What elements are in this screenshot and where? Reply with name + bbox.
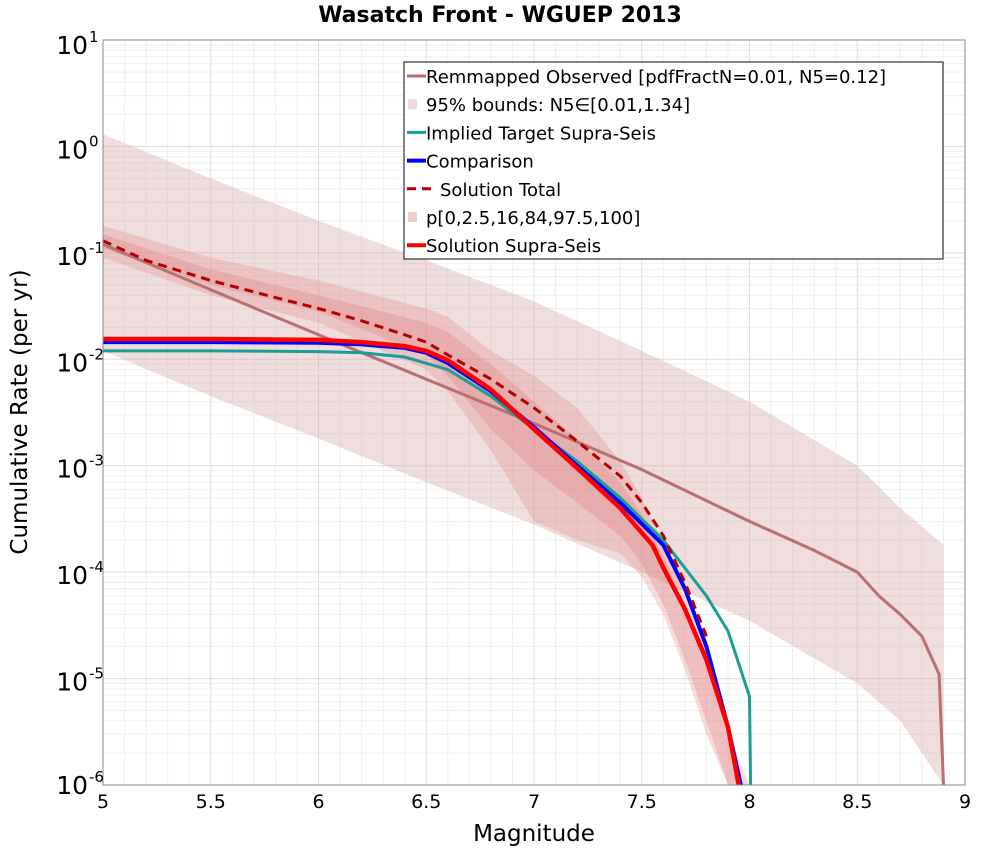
x-tick-label: 9 bbox=[959, 791, 971, 813]
legend-swatch bbox=[408, 212, 417, 222]
legend-item: Remmapped Observed [pdfFractN=0.01, N5=0… bbox=[407, 67, 886, 88]
legend-item: Solution Total bbox=[407, 180, 561, 201]
x-axis-label: Magnitude bbox=[473, 821, 595, 847]
y-axis-label: Cumulative Rate (per yr) bbox=[7, 269, 33, 554]
x-tick-label: 6 bbox=[312, 791, 324, 813]
legend-item: Comparison bbox=[407, 152, 534, 173]
legend-label: Remmapped Observed [pdfFractN=0.01, N5=0… bbox=[426, 67, 886, 88]
series-line-solution-total bbox=[103, 239, 708, 637]
x-tick-label: 7 bbox=[528, 791, 540, 813]
chart-title: Wasatch Front - WGUEP 2013 bbox=[318, 3, 682, 28]
percentile-band-inner bbox=[103, 234, 739, 785]
y-tick-exponent: 0 bbox=[89, 132, 99, 150]
y-tick-label: 10 bbox=[56, 771, 88, 800]
legend-item: 95% bounds: N5∈[0.01,1.34] bbox=[408, 95, 690, 116]
plot-frame bbox=[102, 39, 966, 786]
bounds-band bbox=[103, 134, 944, 785]
x-tick-label: 5.5 bbox=[196, 791, 226, 813]
legend-label: Implied Target Supra-Seis bbox=[426, 123, 656, 144]
legend: Remmapped Observed [pdfFractN=0.01, N5=0… bbox=[403, 61, 944, 260]
legend-label: 95% bounds: N5∈[0.01,1.34] bbox=[426, 95, 690, 116]
y-tick-label: 10 bbox=[56, 561, 88, 590]
legend-label: p[0,2.5,16,84,97.5,100] bbox=[426, 208, 640, 229]
y-tick-label: 10 bbox=[56, 668, 88, 697]
x-tick-label: 8.5 bbox=[842, 791, 872, 813]
legend-item: Implied Target Supra-Seis bbox=[407, 123, 656, 144]
y-tick-exponent: -3 bbox=[89, 452, 104, 470]
legend-label: Solution Total bbox=[440, 180, 561, 201]
legend-label: Solution Supra-Seis bbox=[426, 236, 601, 257]
y-tick-exponent: -6 bbox=[89, 768, 104, 786]
legend-swatch bbox=[408, 99, 417, 110]
legend-item: p[0,2.5,16,84,97.5,100] bbox=[408, 208, 640, 229]
x-tick-label: 8 bbox=[743, 791, 755, 813]
plot-area bbox=[103, 134, 945, 785]
x-tick-label: 6.5 bbox=[411, 791, 441, 813]
legend-item: Solution Supra-Seis bbox=[407, 236, 601, 257]
legend-box bbox=[403, 61, 944, 260]
x-tick-label: 7.5 bbox=[627, 791, 657, 813]
x-axis: 5 5.5 6 6.5 7 7.5 8 8.5 9 bbox=[97, 791, 971, 813]
y-tick-exponent: -2 bbox=[89, 345, 104, 363]
y-tick-label: 10 bbox=[56, 135, 88, 164]
y-tick-label: 10 bbox=[56, 242, 88, 271]
series-line-supra bbox=[103, 336, 741, 785]
legend-label: Comparison bbox=[426, 152, 534, 173]
y-tick-label: 10 bbox=[56, 455, 88, 484]
x-tick-label: 5 bbox=[97, 791, 109, 813]
grid bbox=[102, 40, 966, 786]
y-tick-exponent: -4 bbox=[89, 558, 104, 576]
y-tick-exponent: -1 bbox=[89, 239, 104, 257]
y-tick-label: 10 bbox=[56, 31, 88, 60]
y-tick-label: 10 bbox=[56, 348, 88, 377]
y-tick-exponent: -5 bbox=[89, 665, 104, 683]
y-tick-exponent: 1 bbox=[89, 28, 99, 46]
